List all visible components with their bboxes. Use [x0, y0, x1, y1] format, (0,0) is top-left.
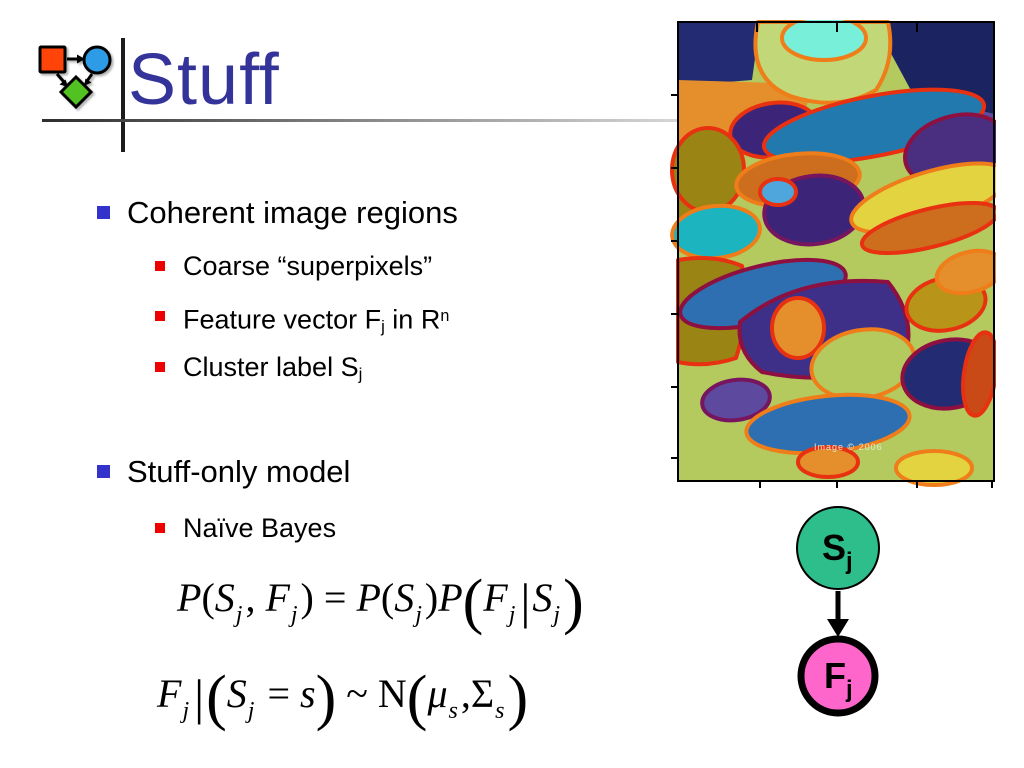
math-token: Σ — [470, 671, 495, 716]
subscript: j — [358, 364, 363, 384]
bullet-text: Feature vector Fj in Rn — [183, 299, 449, 344]
math-token: P — [356, 575, 381, 620]
bullet-item-superpixels: Coarse “superpixels” — [155, 249, 432, 283]
math-token: F — [483, 575, 508, 620]
header-horizontal-rule — [42, 119, 678, 122]
f-node-label: Fj — [824, 655, 853, 703]
tick-marks — [671, 23, 993, 488]
graphical-model-diagram: Sj Fj — [796, 506, 880, 717]
math-token: F — [265, 575, 290, 620]
segment-region — [934, 248, 996, 296]
math-subscript: j — [553, 602, 561, 628]
flowchart-logo-icon — [38, 45, 112, 110]
math-subscript: j — [247, 698, 255, 724]
logo-square — [38, 45, 67, 74]
math-token: S — [214, 575, 235, 620]
subscript: j — [381, 316, 385, 336]
text-run: Cluster label S — [183, 352, 359, 382]
segment-region — [961, 330, 996, 418]
math-token: N — [377, 671, 407, 716]
bullet-text: Coarse “superpixels” — [183, 251, 433, 281]
math-token: , — [460, 671, 471, 716]
bullet-item-feature-vector: Feature vector Fj in Rn — [155, 299, 449, 344]
big-paren: ) — [563, 568, 584, 636]
bullet-text: Cluster label Sj — [183, 350, 362, 392]
math-subscript: j — [508, 602, 516, 628]
segment-region — [761, 87, 987, 165]
big-paren: ) — [315, 664, 337, 732]
segment-region — [770, 296, 826, 360]
page-title: Stuff — [128, 40, 280, 120]
bullet-square-icon — [155, 311, 165, 321]
segment-region — [780, 20, 868, 62]
bullet-square-icon — [155, 362, 165, 372]
math-token: = — [257, 671, 301, 716]
math-subscript: j — [415, 602, 422, 628]
logo-arrow-down-right — [85, 73, 94, 82]
big-paren: ( — [206, 664, 227, 732]
math-token: μ — [427, 671, 448, 716]
segment-region — [678, 22, 760, 86]
segment-region — [700, 377, 772, 423]
bullet-square-icon — [155, 261, 165, 271]
bullet-text: Stuff-only model — [127, 454, 351, 489]
big-paren: ) — [507, 664, 529, 732]
joint-probability-formula: P(Sj, Fj) = P(Sj)P(Fj |Sj) — [177, 556, 584, 657]
math-token: s — [300, 671, 316, 716]
segment-region — [670, 126, 746, 214]
math-token: P — [177, 575, 202, 620]
bullet-item-stuff-only-model: Stuff-only model — [97, 453, 350, 491]
math-token: , — [245, 575, 266, 620]
s-node-label: Sj — [822, 527, 853, 575]
math-subscript: s — [495, 698, 505, 724]
math-subscript: j — [235, 602, 243, 628]
math-token: ( — [380, 575, 395, 620]
math-token: S — [226, 671, 247, 716]
logo-diamond — [58, 74, 94, 110]
math-token: S — [532, 575, 553, 620]
class-conditional-formula: Fj |(Sj = s) ~ N(μs,Σs) — [157, 652, 528, 753]
f-node — [797, 635, 879, 717]
bullet-item-coherent-regions: Coherent image regions — [97, 194, 458, 232]
conditional-bar: | — [194, 669, 205, 725]
bullet-item-cluster-label: Cluster label Sj — [155, 350, 362, 392]
math-token: P — [438, 575, 463, 620]
logo-arrowhead-right — [77, 54, 85, 64]
math-subscript: j — [182, 698, 190, 724]
big-paren: ( — [462, 568, 484, 636]
edge-arrowhead — [827, 619, 849, 637]
segmented-aerial-image: Image © 2006 — [670, 20, 996, 488]
logo-arrow-down-left — [55, 73, 66, 83]
header-vertical-rule — [121, 38, 125, 152]
segment-region — [796, 445, 860, 479]
bullet-text: Naïve Bayes — [183, 513, 337, 543]
bullet-square-icon — [97, 465, 110, 478]
text-run: Feature vector F — [183, 304, 382, 335]
big-paren: ( — [406, 664, 428, 732]
segment-region — [758, 177, 798, 207]
bullet-square-icon — [97, 206, 110, 219]
math-subscript: s — [448, 698, 458, 724]
logo-arrowhead-down-right — [84, 78, 92, 86]
math-token: S — [394, 575, 415, 620]
segment-region — [859, 200, 996, 256]
math-subscript: j — [290, 602, 298, 628]
bullet-item-naive-bayes: Naïve Bayes — [155, 511, 336, 545]
text-run: in R — [384, 304, 441, 335]
image-watermark: Image © 2006 — [814, 442, 883, 452]
conditional-bar: | — [520, 573, 531, 629]
bullet-text: Coherent image regions — [127, 195, 458, 230]
math-token: ) — [424, 575, 439, 620]
superscript: n — [440, 307, 450, 325]
math-token: ~ — [336, 671, 378, 716]
s-node — [796, 506, 880, 590]
logo-circle — [82, 45, 112, 75]
math-token: = — [313, 575, 357, 620]
math-token: ) — [300, 575, 314, 620]
math-token: F — [157, 671, 182, 716]
math-token: ( — [201, 575, 215, 620]
bullet-square-icon — [155, 523, 165, 533]
segment-region — [894, 449, 974, 487]
